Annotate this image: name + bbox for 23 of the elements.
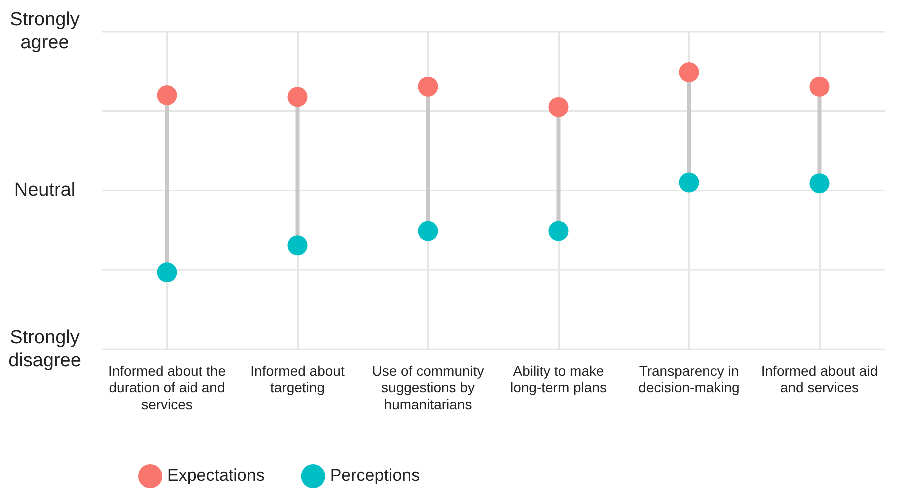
point: [810, 174, 830, 194]
legend-label: Expectations: [168, 466, 265, 486]
point: [418, 221, 438, 242]
ref-line-label: Strongly disagree: [8, 327, 82, 372]
point: [157, 85, 178, 106]
point: [288, 87, 308, 108]
x-tick-label: Informed about the duration of aid and services: [108, 362, 226, 412]
x-tick-label: Transparency in decision-making: [638, 362, 740, 396]
x-tick-label: Informed about targeting: [250, 362, 345, 396]
ref-line-label: Neutral: [14, 180, 76, 202]
x-tick-label: Informed about aid and services: [761, 362, 878, 396]
x-tick-label: Use of community suggestions by humanitarians: [372, 362, 484, 412]
point: [548, 221, 569, 242]
legend-label: Perceptions: [330, 466, 420, 486]
point: [679, 62, 700, 82]
point: [810, 76, 830, 97]
point: [679, 172, 700, 193]
point: [288, 236, 308, 256]
point: [548, 97, 569, 118]
x-tick-label: Ability to make long-term plans: [510, 362, 607, 396]
ref-line-label: Strongly agree: [10, 10, 80, 54]
point: [157, 262, 178, 283]
point: [418, 76, 438, 97]
